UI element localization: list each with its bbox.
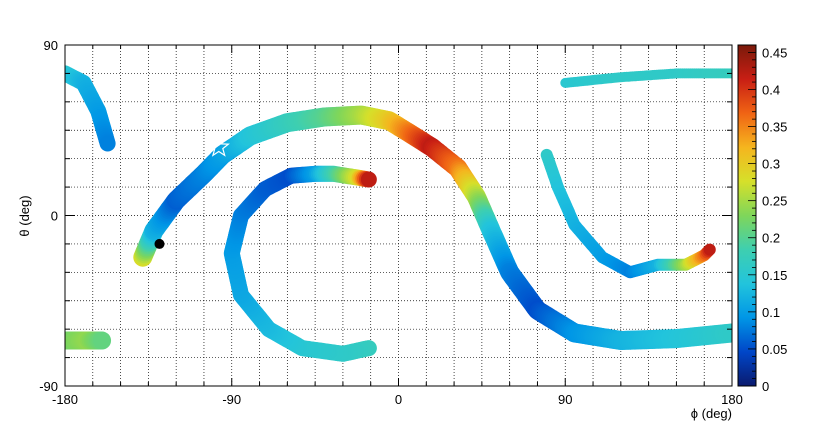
band-segment	[722, 323, 732, 343]
colorbar-tick-label: 0.4	[762, 82, 780, 97]
heatmap-bands	[65, 65, 732, 362]
band-left-arc	[223, 165, 377, 362]
x-tick-label: 0	[395, 392, 402, 407]
band-top-left	[65, 65, 116, 152]
markers	[154, 135, 230, 249]
band-segment	[93, 331, 112, 350]
x-tick-label: -90	[222, 392, 241, 407]
band-segment	[703, 243, 716, 256]
x-tick-label: 180	[721, 392, 743, 407]
colorbar-tick-label: 0.35	[762, 120, 787, 135]
band-top-right	[560, 68, 732, 88]
colorbar-tick-label: 0.05	[762, 342, 787, 357]
x-axis-label: ϕ (deg)	[691, 406, 732, 421]
colorbar-axis: 0 0.05 0.1 0.15 0.2 0.25 0.3 0.35 0.4 0.45	[748, 44, 787, 394]
colorbar-tick-label: 0.3	[762, 157, 780, 172]
band-bottom-left	[65, 331, 112, 350]
band-right-arc	[540, 148, 716, 279]
y-tick-label: 0	[51, 209, 58, 224]
x-tick-label: 90	[558, 392, 572, 407]
colorbar-tick-label: 0.1	[762, 305, 780, 320]
colorbar-tick-label: 0.45	[762, 45, 787, 60]
colorbar-tick-label: 0.2	[762, 231, 780, 246]
x-tick-label: -180	[52, 392, 78, 407]
band-segment	[360, 171, 377, 188]
colorbar-tick-label: 0.25	[762, 194, 787, 209]
star-marker	[207, 135, 230, 157]
colorbar-tick-label: 0.15	[762, 268, 787, 283]
band-segment	[99, 135, 116, 152]
band-main	[133, 105, 732, 350]
y-tick-label: 90	[44, 38, 58, 53]
y-axis-label: θ (deg)	[17, 195, 32, 236]
y-tick-label: -90	[39, 379, 58, 394]
colorbar-tick-label: 0	[762, 379, 769, 394]
circle-marker	[154, 238, 165, 249]
